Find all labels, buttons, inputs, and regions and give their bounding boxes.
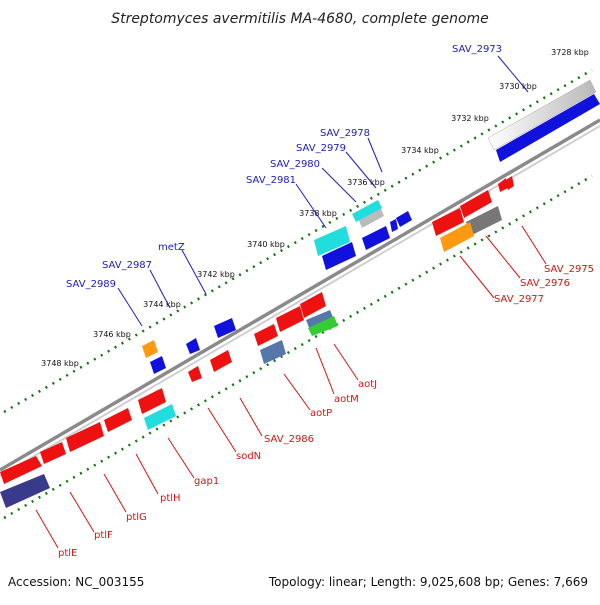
gene-red-block bbox=[300, 292, 326, 318]
gene-label-lower: SAV_2975 bbox=[544, 264, 594, 275]
tick-label: 3740 kbp bbox=[247, 240, 285, 249]
gene-label-upper: metZ bbox=[158, 242, 185, 253]
gene-label-upper: SAV_2979 bbox=[296, 143, 346, 154]
gene-red-block bbox=[104, 408, 132, 432]
gene-blue-block bbox=[322, 242, 356, 270]
tick-label: 3748 kbp bbox=[41, 359, 79, 368]
tick-label: 3730 kbp bbox=[499, 82, 537, 91]
gene-red-block bbox=[210, 350, 232, 372]
gene-label-upper: SAV_2973 bbox=[452, 44, 502, 55]
gene-orange-block bbox=[440, 222, 474, 252]
gene-red-block bbox=[138, 388, 166, 414]
genome-title: Streptomyces avermitilis MA-4680, comple… bbox=[111, 11, 489, 27]
gene-red-block bbox=[276, 306, 304, 332]
gene-label-upper: SAV_2987 bbox=[102, 260, 152, 271]
gene-blue-block bbox=[214, 318, 236, 338]
gene-gray-block bbox=[358, 206, 384, 228]
tick-label: 3744 kbp bbox=[143, 300, 181, 309]
gene-label-lower: SAV_2976 bbox=[520, 278, 570, 289]
gene-label-lower: aotJ bbox=[358, 379, 377, 390]
gene-cyan-block bbox=[314, 226, 350, 256]
blue-strand-block bbox=[496, 94, 600, 162]
gene-label-upper: SAV_2989 bbox=[66, 279, 116, 290]
gene-label-lower: ptlF bbox=[94, 530, 113, 541]
gene-label-lower: aotM bbox=[334, 394, 359, 405]
navy-strand-block bbox=[0, 474, 50, 508]
upper-leader-lines bbox=[117, 55, 529, 327]
gene-label-lower: gap1 bbox=[194, 476, 219, 487]
tick-label: 3736 kbp bbox=[347, 178, 385, 187]
tick-label: 3746 kbp bbox=[93, 330, 131, 339]
upper-gene-labels: SAV_2973 SAV_2978 SAV_2979 SAV_2980 SAV_2981… bbox=[66, 44, 502, 290]
chromosome-line-top bbox=[0, 118, 600, 472]
genome-summary-text: Topology: linear; Length: 9,025,608 bp; … bbox=[268, 575, 588, 589]
gene-label-lower: SAV_2986 bbox=[264, 434, 314, 445]
lower-leader-lines bbox=[35, 225, 547, 549]
gene-red-block bbox=[498, 178, 508, 192]
gene-label-lower: aotP bbox=[310, 408, 332, 419]
tick-labels: 3728 kbp 3730 kbp 3732 kbp 3734 kbp 3736 kbp… bbox=[41, 48, 589, 368]
gene-red-block bbox=[506, 176, 514, 190]
gene-red-block bbox=[66, 422, 104, 452]
gene-label-lower: ptlG bbox=[126, 512, 147, 523]
gene-label-lower: SAV_2977 bbox=[494, 294, 544, 305]
gene-blue-block bbox=[396, 211, 412, 227]
tick-label: 3728 kbp bbox=[551, 48, 589, 57]
gene-gray-block bbox=[466, 206, 502, 236]
tick-label: 3732 kbp bbox=[451, 114, 489, 123]
accession-text: Accession: NC_003155 bbox=[8, 575, 144, 589]
tick-label: 3742 kbp bbox=[197, 270, 235, 279]
gene-label-lower: ptlE bbox=[58, 548, 77, 559]
silver-strand-block bbox=[487, 79, 597, 151]
gene-red-block bbox=[460, 190, 492, 218]
lower-tick-line bbox=[3, 174, 593, 520]
gene-orange-block bbox=[142, 340, 158, 358]
gene-cyan-block bbox=[144, 404, 176, 430]
gene-blue-block bbox=[186, 338, 200, 354]
gene-blue-block bbox=[390, 219, 398, 232]
gene-green-block bbox=[308, 316, 338, 336]
gene-label-upper: SAV_2981 bbox=[246, 175, 296, 186]
gene-red-block bbox=[188, 366, 202, 382]
gene-red-block bbox=[254, 324, 278, 346]
red-strand-block-left bbox=[0, 456, 42, 484]
tick-label: 3734 kbp bbox=[401, 146, 439, 155]
gene-blue-block bbox=[150, 356, 166, 374]
gene-steel-block bbox=[260, 340, 286, 364]
gene-red-block bbox=[40, 442, 66, 464]
tick-label: 3738 kbp bbox=[299, 209, 337, 218]
upper-tick-line bbox=[3, 68, 593, 414]
gene-label-upper: SAV_2978 bbox=[320, 128, 370, 139]
gene-red-block bbox=[432, 208, 464, 236]
gene-steel-block bbox=[306, 310, 334, 330]
gene-label-lower: sodN bbox=[236, 451, 261, 462]
gene-cyan-block bbox=[352, 200, 382, 222]
gene-blue-block bbox=[362, 226, 390, 250]
gene-label-upper: SAV_2980 bbox=[270, 159, 320, 170]
gene-label-lower: ptlH bbox=[160, 493, 181, 504]
